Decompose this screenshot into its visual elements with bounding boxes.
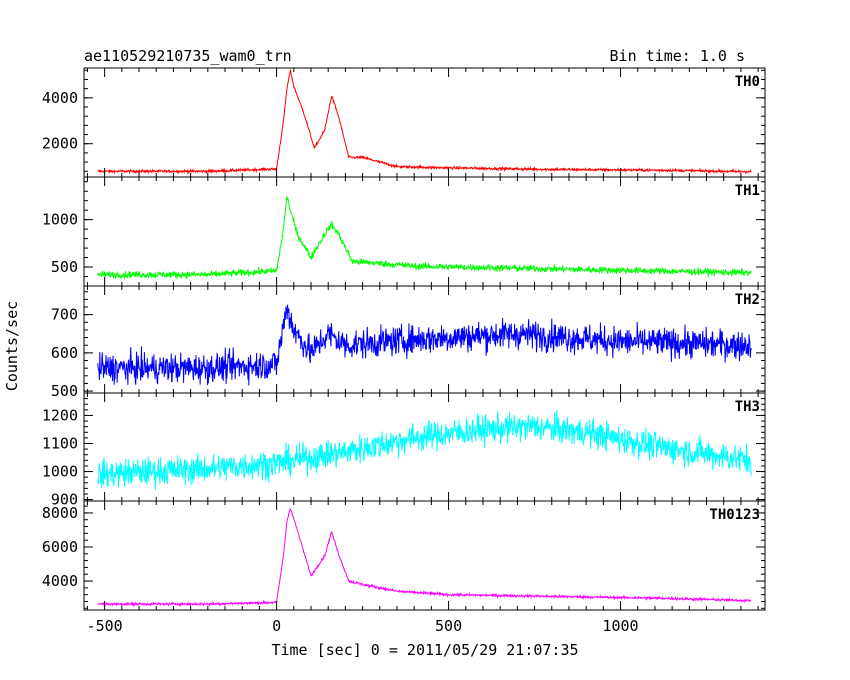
y-tick-label: 2000 xyxy=(42,135,78,153)
y-tick-label: 600 xyxy=(51,344,78,362)
y-tick-label: 4000 xyxy=(42,89,78,107)
x-tick-label: -500 xyxy=(87,617,123,635)
bin-time-label: Bin time: 1.0 s xyxy=(610,47,745,65)
panel-label-th0123: TH0123 xyxy=(709,507,760,523)
y-tick-label: 700 xyxy=(51,306,78,324)
panel-label-th0: TH0 xyxy=(735,74,760,90)
y-tick-label: 6000 xyxy=(42,538,78,556)
panel-th1: 500 1000 TH1 xyxy=(42,176,766,287)
panel-label-th2: TH2 xyxy=(735,292,760,308)
series-line-th1 xyxy=(97,196,752,280)
chart-title: ae110529210735_wam0_trn xyxy=(84,47,292,65)
y-tick-label: 1000 xyxy=(42,211,78,229)
x-axis-label: Time [sec] 0 = 2011/05/29 21:07:35 xyxy=(271,641,578,659)
panels-group: 2000 4000 TH0 500 1000 TH1 500 600 700 TH2 900 1000… xyxy=(42,67,766,635)
panel-frame-th0123 xyxy=(83,500,766,611)
y-tick-label: 1100 xyxy=(42,434,78,452)
series-line-th0123 xyxy=(97,507,752,608)
panel-th0: 2000 4000 TH0 xyxy=(42,67,766,178)
panel-label-th1: TH1 xyxy=(735,183,760,199)
series-line-th3 xyxy=(97,410,752,490)
panel-label-th3: TH3 xyxy=(735,399,760,415)
y-tick-label: 8000 xyxy=(42,504,78,522)
y-tick-label: 4000 xyxy=(42,572,78,590)
x-tick-label: 1000 xyxy=(602,617,638,635)
panel-th2: 500 600 700 TH2 xyxy=(51,285,766,400)
y-tick-label: 900 xyxy=(51,491,78,509)
x-tick-label: 500 xyxy=(435,617,462,635)
panel-th3: 900 1000 1100 1200 TH3 xyxy=(42,392,766,509)
y-tick-label: 500 xyxy=(51,258,78,276)
panel-frame-th0 xyxy=(83,67,766,178)
y-tick-label: 1000 xyxy=(42,463,78,481)
y-tick-label: 1200 xyxy=(42,406,78,424)
series-line-th0 xyxy=(97,69,752,175)
x-tick-label: 0 xyxy=(272,617,281,635)
series-line-th2 xyxy=(97,304,752,386)
y-tick-label: 500 xyxy=(51,382,78,400)
panel-th0123: 4000 6000 8000 TH0123 xyxy=(42,500,766,611)
y-axis-label: Counts/sec xyxy=(3,301,21,391)
